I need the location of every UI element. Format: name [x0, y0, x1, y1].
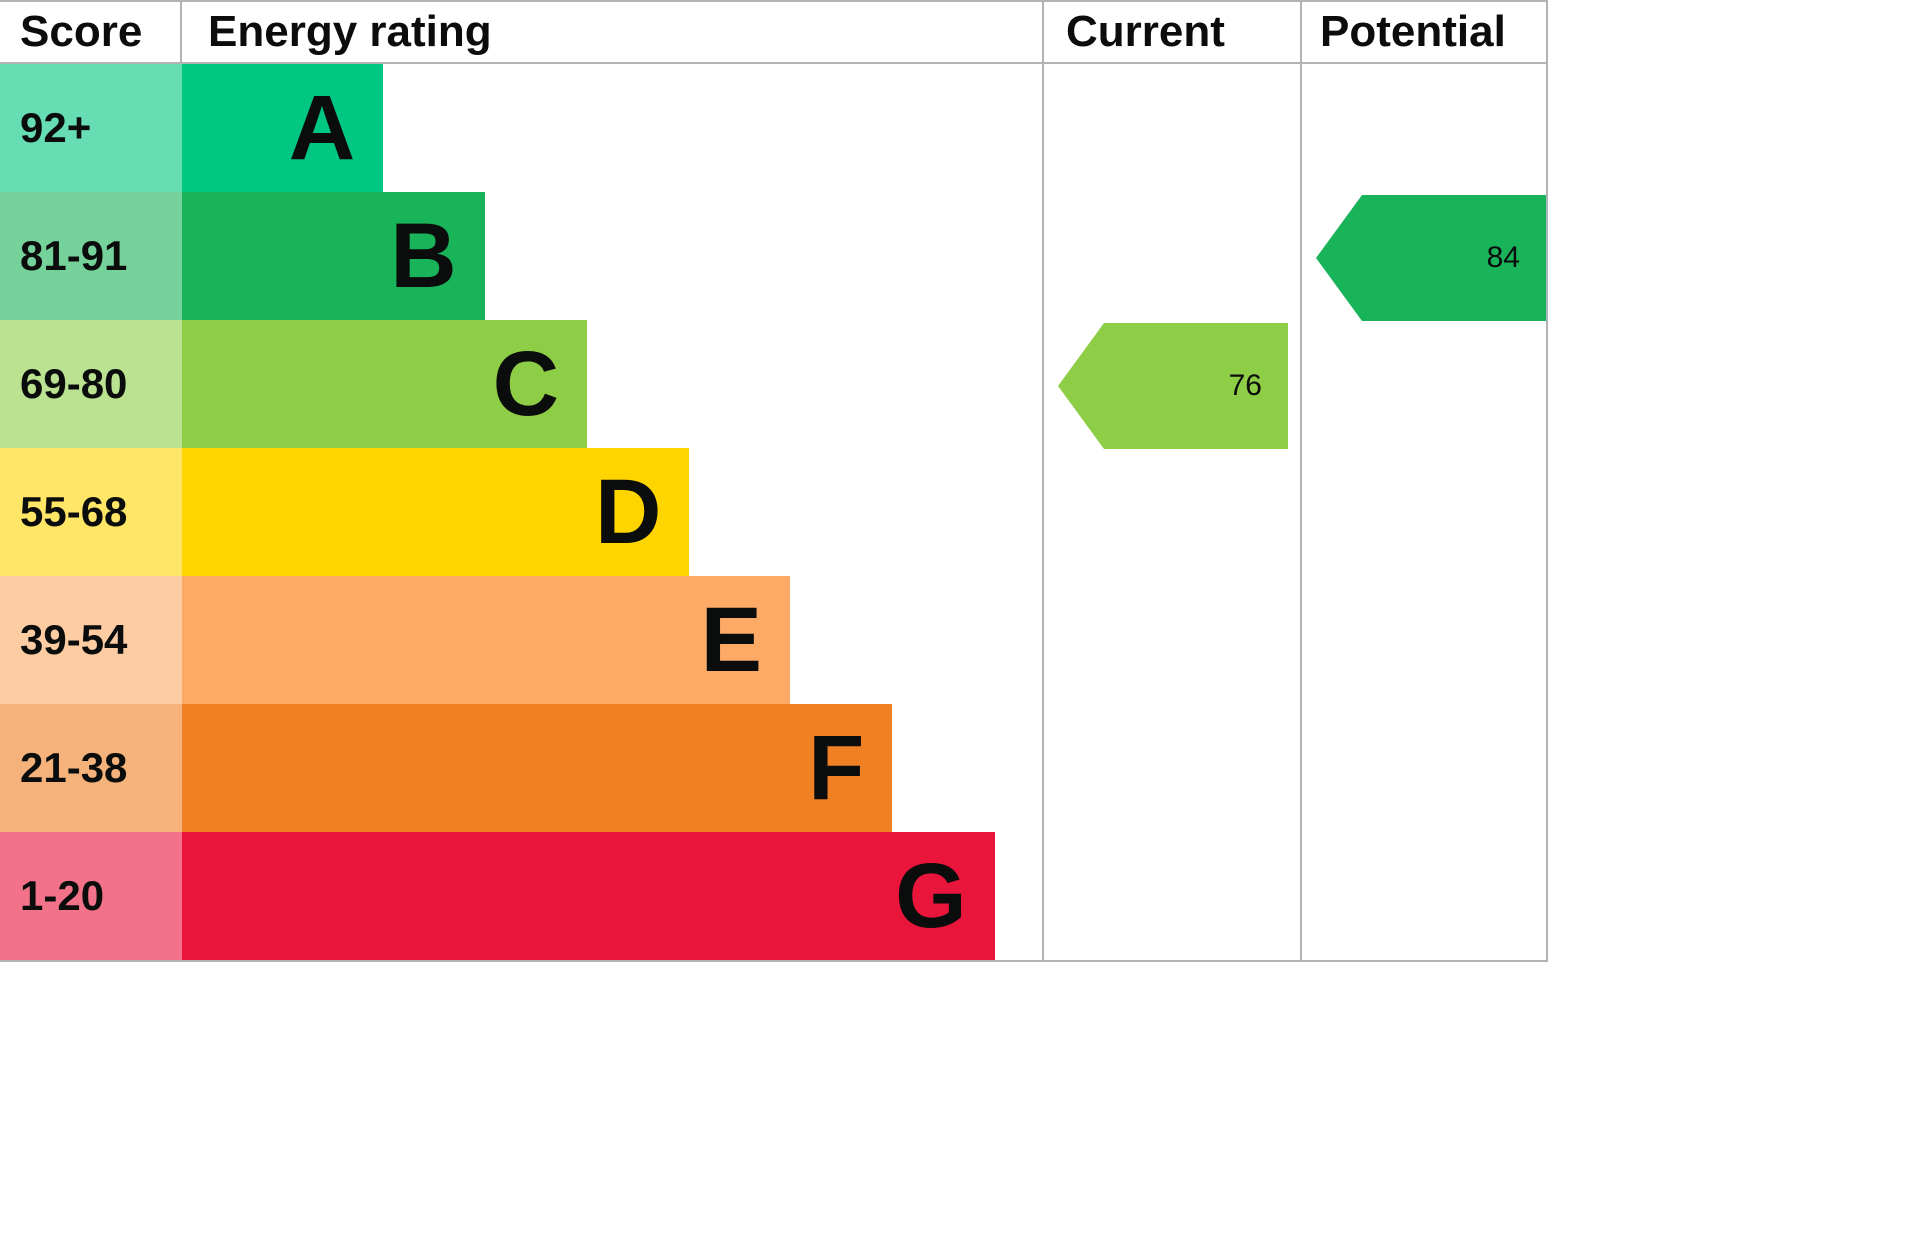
- current-rating-arrow: 76: [1058, 323, 1288, 449]
- potential-rating-value: 84: [1486, 241, 1520, 274]
- band-row-a: 92+ A: [0, 64, 1548, 192]
- band-row-g: 1-20 G: [0, 832, 1548, 960]
- band-score-d: 55-68: [0, 448, 182, 576]
- score-column-header: Score: [0, 2, 182, 62]
- current-cell-e: [1042, 576, 1300, 704]
- band-letter-e: E: [700, 589, 763, 691]
- potential-cell-c: [1300, 320, 1548, 448]
- potential-cell-g: [1300, 832, 1548, 960]
- band-letter-g: G: [895, 845, 967, 947]
- band-bar-a: A: [182, 64, 384, 192]
- current-cell-c: [1042, 320, 1300, 448]
- band-bar-f: F: [182, 704, 893, 832]
- current-cell-a: [1042, 64, 1300, 192]
- band-bar-g: G: [182, 832, 995, 960]
- band-bar-c: C: [182, 320, 588, 448]
- potential-cell-b: [1300, 192, 1548, 320]
- band-letter-d: D: [594, 461, 662, 563]
- band-letter-a: A: [288, 77, 356, 179]
- band-bar-d: D: [182, 448, 690, 576]
- potential-cell-d: [1300, 448, 1548, 576]
- band-letter-f: F: [808, 717, 865, 819]
- band-letter-c: C: [492, 333, 560, 435]
- band-score-a: 92+: [0, 64, 182, 192]
- header-row: Score Energy rating Current Potential: [0, 2, 1548, 64]
- current-column-header: Current: [1042, 2, 1300, 62]
- epc-rating-chart: Score Energy rating Current Potential 92…: [0, 0, 1548, 962]
- current-cell-d: [1042, 448, 1300, 576]
- band-row-e: 39-54 E: [0, 576, 1548, 704]
- band-bar-area-a: A: [182, 64, 1042, 192]
- potential-cell-a: [1300, 64, 1548, 192]
- band-row-b: 81-91 B: [0, 192, 1548, 320]
- band-row-d: 55-68 D: [0, 448, 1548, 576]
- band-bar-area-d: D: [182, 448, 1042, 576]
- band-row-c: 69-80 C: [0, 320, 1548, 448]
- band-bar-area-e: E: [182, 576, 1042, 704]
- band-score-e: 39-54: [0, 576, 182, 704]
- band-score-g: 1-20: [0, 832, 182, 960]
- potential-cell-e: [1300, 576, 1548, 704]
- band-bar-area-f: F: [182, 704, 1042, 832]
- potential-rating-arrow: 84: [1316, 195, 1546, 321]
- band-bar-area-b: B: [182, 192, 1042, 320]
- band-bar-e: E: [182, 576, 791, 704]
- band-bar-b: B: [182, 192, 485, 320]
- current-cell-f: [1042, 704, 1300, 832]
- potential-cell-f: [1300, 704, 1548, 832]
- potential-column-header: Potential: [1300, 2, 1548, 62]
- band-score-b: 81-91: [0, 192, 182, 320]
- band-letter-b: B: [390, 205, 457, 307]
- band-score-c: 69-80: [0, 320, 182, 448]
- band-bar-area-g: G: [182, 832, 1042, 960]
- current-rating-value: 76: [1228, 369, 1262, 402]
- energy-rating-column-header: Energy rating: [208, 7, 492, 56]
- band-score-f: 21-38: [0, 704, 182, 832]
- current-cell-b: [1042, 192, 1300, 320]
- band-bar-area-c: C: [182, 320, 1042, 448]
- current-cell-g: [1042, 832, 1300, 960]
- band-row-f: 21-38 F: [0, 704, 1548, 832]
